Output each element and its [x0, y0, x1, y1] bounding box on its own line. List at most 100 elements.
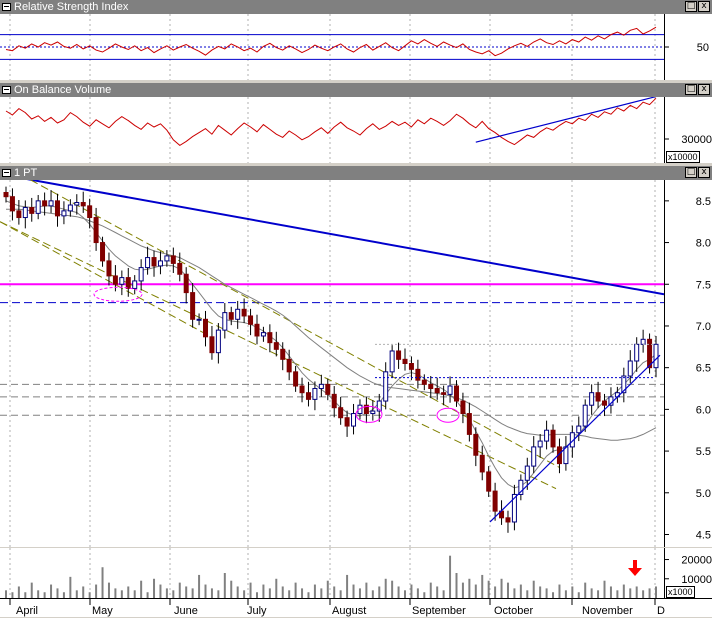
candle-body [338, 407, 344, 419]
red-arrow-icon [628, 560, 642, 576]
candle-body [389, 350, 395, 373]
rsi-line [5, 26, 657, 57]
volume-pane: 20000 10000 x1000 April May June July August S… [0, 548, 712, 617]
recent-uptrend-line [489, 354, 661, 523]
candle-body [177, 262, 183, 275]
price-tick-label: 5.0 [696, 488, 711, 500]
candle-body [634, 343, 640, 362]
obv-restore-button[interactable]: □ [685, 84, 697, 95]
close-icon: x [701, 167, 707, 177]
candle-body [357, 404, 363, 415]
obv-close-button[interactable]: x [698, 84, 710, 95]
candle-body [441, 392, 447, 395]
candle-body [505, 517, 511, 523]
window-menu-icon[interactable] [2, 86, 11, 94]
rsi-pane: Relative Strength Index □ x 50 [0, 0, 712, 83]
month-label: April [16, 605, 38, 617]
candle-body [132, 280, 138, 289]
candle-body [29, 207, 35, 214]
restore-icon: □ [686, 84, 696, 94]
candle-body [531, 446, 537, 467]
candle-body [383, 371, 389, 402]
candle-body [325, 383, 331, 395]
candle-body [22, 207, 28, 219]
candle-body [447, 385, 453, 395]
close-icon: x [701, 84, 707, 94]
candle-body [16, 210, 22, 219]
restore-icon: □ [686, 167, 696, 177]
price-chart [0, 180, 664, 547]
candle-body [61, 210, 67, 217]
obv-tick-label: 30000 [681, 134, 712, 146]
candle-body [87, 205, 93, 219]
price-titlebar[interactable]: 1 PT □ x [0, 166, 712, 180]
rsi-close-button[interactable]: x [698, 1, 710, 12]
candle-body [582, 404, 588, 427]
candle-body [344, 417, 350, 427]
window-menu-icon[interactable] [2, 169, 11, 177]
candle-body [647, 338, 653, 369]
candle-body [434, 388, 440, 394]
rsi-restore-button[interactable]: □ [685, 1, 697, 12]
rsi-titlebar[interactable]: Relative Strength Index □ x [0, 0, 712, 14]
candle-body [550, 429, 556, 448]
candle-body [524, 465, 530, 481]
price-tick-label: 8.5 [696, 196, 711, 208]
candle-body [421, 379, 427, 385]
candle-body [486, 471, 492, 492]
candle-body [267, 332, 273, 344]
month-label: September [412, 605, 466, 617]
close-icon: x [701, 1, 707, 11]
candle-body [473, 433, 479, 456]
candle-body [273, 342, 279, 350]
candle-body [54, 200, 60, 217]
candle-body [183, 273, 189, 294]
candle-body [100, 242, 106, 262]
price-tick-label: 4.5 [696, 529, 711, 541]
candle-body [318, 383, 324, 390]
candle-body [370, 410, 376, 415]
candle-body [196, 318, 202, 321]
price-restore-button[interactable]: □ [685, 167, 697, 178]
rsi-axis: 50 [664, 14, 712, 80]
channel-lower-line [0, 221, 215, 339]
obv-title: On Balance Volume [14, 84, 112, 96]
volume-plot [0, 548, 664, 598]
highlight-ellipse [436, 407, 460, 423]
candle-body [80, 202, 86, 207]
candle-body [241, 308, 247, 317]
highlight-ellipse [355, 405, 383, 423]
candle-body [363, 404, 369, 415]
candle-body [653, 343, 659, 369]
candle-body [537, 440, 543, 448]
candle-body [415, 368, 421, 381]
window-menu-icon[interactable] [2, 3, 11, 11]
candle-body [215, 329, 221, 354]
candle-body [621, 375, 627, 394]
candle-body [254, 323, 260, 337]
candle-body [260, 332, 266, 337]
candle-body [248, 315, 254, 325]
candle-body [203, 318, 209, 338]
obv-chart [5, 97, 657, 163]
candle-body [595, 392, 601, 402]
month-label: October [494, 605, 533, 617]
candle-body [35, 200, 41, 214]
long-term-trendline [26, 180, 664, 296]
candle-body [640, 338, 646, 345]
price-tick-label: 7.0 [696, 321, 711, 333]
month-axis: April May June July August September October No… [0, 598, 712, 617]
obv-titlebar[interactable]: On Balance Volume □ x [0, 83, 712, 97]
candle-body [511, 493, 517, 523]
candle-body [125, 277, 131, 289]
candle-body [602, 400, 608, 406]
candle-body [145, 257, 151, 269]
candle-body [351, 413, 357, 427]
candle-body [576, 425, 582, 434]
price-title: 1 PT [14, 167, 38, 179]
candle-body [157, 260, 163, 267]
month-label: November [582, 605, 633, 617]
obv-line [5, 97, 657, 147]
candle-body [466, 413, 472, 435]
price-close-button[interactable]: x [698, 167, 710, 178]
